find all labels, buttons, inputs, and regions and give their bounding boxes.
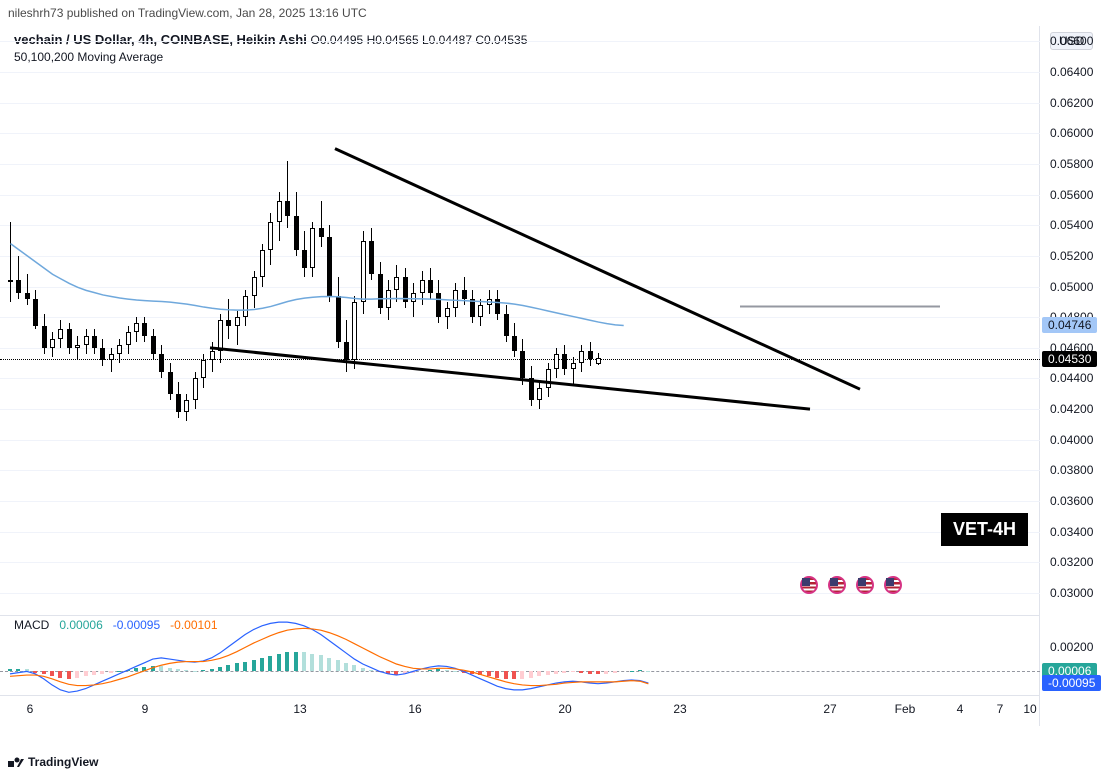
macd-y-tag: -0.00095 [1042, 675, 1101, 691]
y-tick-label: 0.03600 [1050, 494, 1093, 508]
x-tick-label: 10 [1023, 702, 1036, 716]
y-tick-label: 0.04000 [1050, 433, 1093, 447]
y-tick-label: 0.05800 [1050, 157, 1093, 171]
tradingview-logo: TradingView [8, 755, 98, 769]
x-tick-label: Feb [895, 702, 916, 716]
chart-area[interactable]: vechain / US Dollar, 4h, COINBASE, Heiki… [0, 26, 1040, 726]
y-tick-label: 0.03200 [1050, 555, 1093, 569]
x-axis: 6 9 13 16 20 23 27 Feb 4 7 10 [0, 696, 1040, 726]
y-tick-label: 0.06000 [1050, 126, 1093, 140]
y-tick-label: 0.04200 [1050, 402, 1093, 416]
y-tick-label: 0.05200 [1050, 249, 1093, 263]
macd-lines [0, 616, 1040, 696]
x-tick-label: 20 [558, 702, 571, 716]
y-tick-label: 0.03400 [1050, 525, 1093, 539]
x-tick-label: 7 [997, 702, 1004, 716]
y-tick-label: 0.06200 [1050, 96, 1093, 110]
x-tick-label: 27 [823, 702, 836, 716]
x-tick-label: 4 [957, 702, 964, 716]
y-tick-label: 0.04400 [1050, 371, 1093, 385]
chart-annotation-label: VET-4H [941, 513, 1028, 546]
y-tick-label: 0.03800 [1050, 463, 1093, 477]
main-chart-pane[interactable]: vechain / US Dollar, 4h, COINBASE, Heiki… [0, 26, 1040, 616]
ma-price-tag: 0.04746 [1042, 317, 1097, 333]
x-tick-label: 23 [673, 702, 686, 716]
x-tick-label: 16 [408, 702, 421, 716]
y-tick-label: 0.03000 [1050, 586, 1093, 600]
publish-header: nileshrh73 published on TradingView.com,… [8, 6, 367, 20]
x-tick-label: 13 [293, 702, 306, 716]
y-tick-label: 0.05600 [1050, 188, 1093, 202]
trendlines [0, 26, 1040, 616]
macd-pane[interactable]: MACD 0.00006 -0.00095 -0.00101 [0, 616, 1040, 696]
macd-y-tag: 0.00200 [1050, 640, 1093, 654]
x-tick-label: 6 [27, 702, 34, 716]
y-axis: USD 0.066000.064000.062000.060000.058000… [1040, 26, 1120, 726]
y-tick-label: 0.05000 [1050, 280, 1093, 294]
last-price-tag: 0.04530 [1042, 351, 1097, 367]
y-tick-label: 0.05400 [1050, 218, 1093, 232]
x-tick-label: 9 [142, 702, 149, 716]
y-tick-label: 0.06600 [1050, 34, 1093, 48]
y-tick-label: 0.06400 [1050, 65, 1093, 79]
